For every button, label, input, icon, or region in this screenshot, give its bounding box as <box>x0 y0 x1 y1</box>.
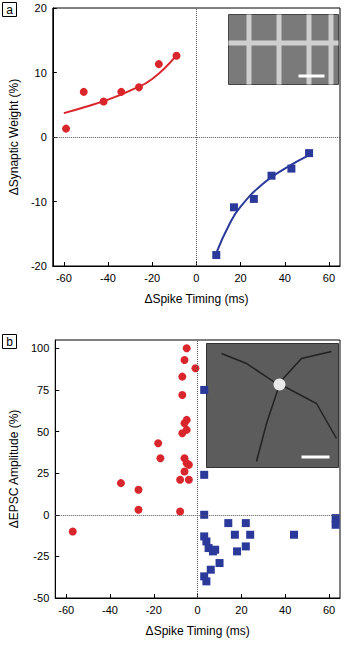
svg-text:ΔEPSC Amplitude (%): ΔEPSC Amplitude (%) <box>7 410 21 529</box>
svg-text:-60: -60 <box>56 272 72 284</box>
svg-text:-25: -25 <box>33 550 49 562</box>
svg-text:40: 40 <box>279 604 291 616</box>
svg-text:-60: -60 <box>58 604 74 616</box>
svg-text:20: 20 <box>234 272 246 284</box>
svg-text:-20: -20 <box>144 272 160 284</box>
svg-text:-40: -40 <box>100 272 116 284</box>
svg-text:20: 20 <box>235 604 247 616</box>
svg-text:60: 60 <box>323 272 335 284</box>
svg-text:75: 75 <box>37 384 49 396</box>
svg-text:0: 0 <box>43 509 49 521</box>
svg-text:25: 25 <box>37 467 49 479</box>
svg-text:a: a <box>6 3 13 17</box>
svg-text:ΔSpike Timing (ms): ΔSpike Timing (ms) <box>146 624 250 638</box>
svg-text:10: 10 <box>35 67 47 79</box>
svg-text:20: 20 <box>35 2 47 14</box>
svg-text:-50: -50 <box>33 592 49 604</box>
svg-text:60: 60 <box>323 604 335 616</box>
svg-text:b: b <box>6 335 13 349</box>
svg-text:-10: -10 <box>31 196 47 208</box>
svg-text:0: 0 <box>193 272 199 284</box>
svg-text:0: 0 <box>41 131 47 143</box>
svg-text:40: 40 <box>279 272 291 284</box>
svg-text:-40: -40 <box>102 604 118 616</box>
svg-text:100: 100 <box>31 342 49 354</box>
svg-text:50: 50 <box>37 426 49 438</box>
svg-text:ΔSynaptic Weight (%): ΔSynaptic Weight (%) <box>7 79 21 196</box>
svg-text:0: 0 <box>195 604 201 616</box>
svg-text:ΔSpike Timing (ms): ΔSpike Timing (ms) <box>144 292 248 306</box>
svg-text:-20: -20 <box>146 604 162 616</box>
svg-text:-20: -20 <box>31 260 47 272</box>
